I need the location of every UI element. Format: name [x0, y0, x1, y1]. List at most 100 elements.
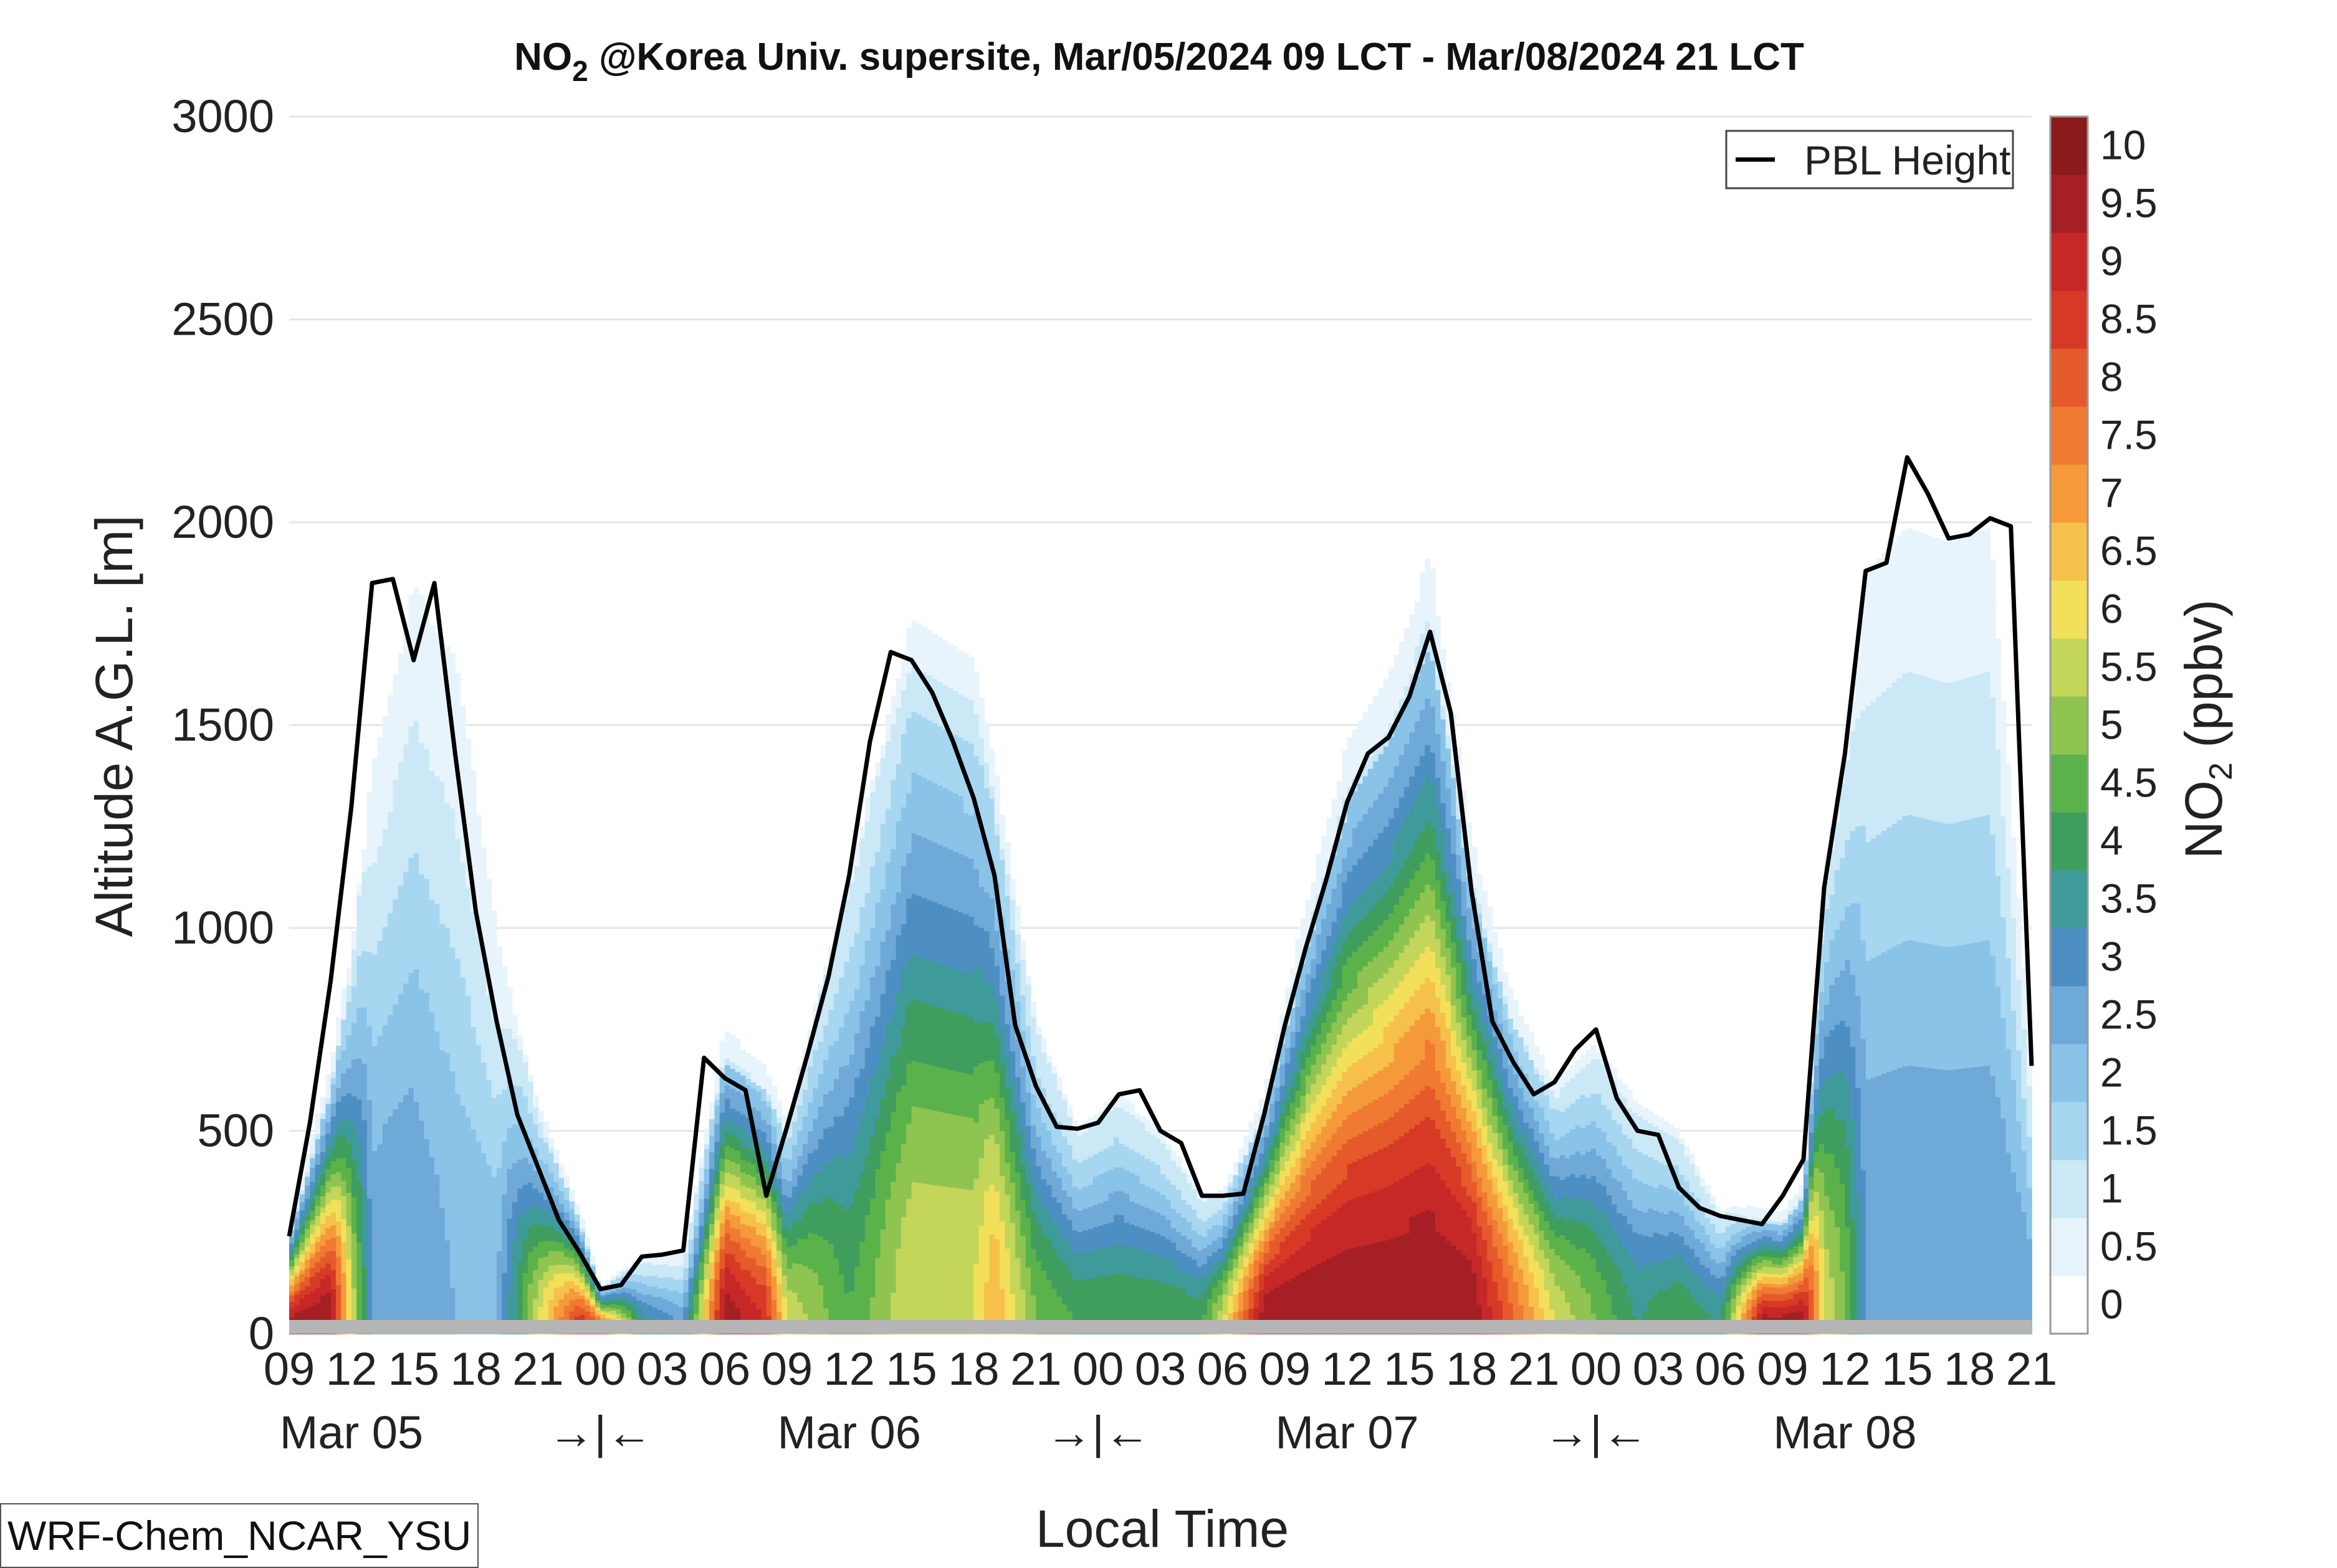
contour-cell — [434, 967, 440, 983]
contour-cell — [398, 669, 404, 685]
contour-cell — [445, 881, 451, 897]
contour-cell — [881, 1111, 886, 1125]
contour-cell — [419, 874, 424, 891]
contour-cell — [481, 1006, 487, 1018]
contour-cell — [704, 1218, 710, 1224]
contour-cell — [896, 978, 902, 993]
contour-cell — [476, 1032, 482, 1045]
contour-cell — [798, 1213, 803, 1220]
contour-cell — [331, 1283, 337, 1289]
contour-cell — [725, 1287, 730, 1294]
contour-cell — [502, 1010, 507, 1020]
contour-cell — [917, 971, 922, 987]
contour-cell — [289, 1236, 295, 1240]
contour-cell — [408, 727, 414, 743]
contour-cell — [512, 1210, 518, 1218]
contour-cell — [419, 891, 424, 907]
contour-cell — [543, 1142, 549, 1148]
contour-cell — [813, 1264, 819, 1273]
contour-cell — [497, 1066, 502, 1076]
contour-cell — [865, 857, 871, 869]
contour-cell — [466, 1104, 471, 1118]
contour-cell — [813, 1119, 819, 1127]
contour-cell — [839, 1284, 844, 1295]
contour-cell — [886, 943, 891, 957]
contour-cell — [870, 1260, 876, 1273]
contour-cell — [787, 1181, 793, 1187]
contour-cell — [751, 1202, 757, 1208]
contour-cell — [901, 807, 907, 822]
contour-cell — [492, 1127, 497, 1138]
contour-cell — [543, 1256, 549, 1262]
contour-cell — [881, 1046, 886, 1059]
contour-cell — [767, 1089, 772, 1095]
contour-cell — [393, 1199, 398, 1215]
contour-cell — [481, 1232, 487, 1244]
contour-cell — [466, 941, 471, 955]
contour-cell — [730, 1254, 735, 1261]
contour-cell — [854, 1066, 860, 1078]
contour-cell — [730, 1042, 735, 1049]
contour-cell — [419, 1088, 424, 1104]
contour-cell — [310, 1225, 315, 1230]
contour-cell — [865, 1000, 871, 1012]
contour-cell — [383, 884, 388, 899]
contour-cell — [424, 879, 429, 896]
contour-cell — [782, 1275, 788, 1281]
contour-cell — [828, 1027, 834, 1036]
contour-cell — [772, 1190, 777, 1196]
contour-cell — [331, 1167, 337, 1174]
contour-cell — [315, 1283, 321, 1288]
contour-cell — [502, 967, 507, 976]
contour-cell — [424, 1187, 429, 1204]
contour-cell — [528, 1302, 533, 1309]
contour-cell — [881, 915, 886, 929]
contour-cell — [439, 1049, 445, 1066]
contour-cell — [808, 1066, 813, 1073]
contour-cell — [854, 1256, 860, 1268]
contour-cell — [289, 1282, 295, 1286]
contour-cell — [523, 1076, 528, 1083]
contour-cell — [548, 1265, 554, 1271]
contour-cell — [408, 611, 414, 628]
contour-cell — [320, 1174, 326, 1180]
contour-cell — [351, 949, 357, 959]
contour-cell — [398, 854, 404, 871]
contour-cell — [865, 940, 871, 953]
contour-cell — [553, 1255, 559, 1260]
contour-cell — [325, 1251, 331, 1258]
contour-cell — [580, 1314, 585, 1318]
contour-cell — [492, 1177, 497, 1187]
contour-cell — [429, 1092, 435, 1109]
contour-cell — [341, 1065, 346, 1073]
contour-cell — [372, 758, 378, 772]
contour-cell — [735, 1209, 741, 1216]
contour-cell — [575, 1221, 580, 1225]
contour-cell — [891, 807, 896, 821]
contour-cell — [466, 1036, 471, 1050]
contour-cell — [331, 1295, 337, 1302]
contour-cell — [300, 1218, 305, 1222]
contour-cell — [834, 1230, 839, 1240]
chart-title: NO2 @Korea Univ. supersite, Mar/05/2024 … — [514, 36, 1804, 87]
contour-cell — [564, 1183, 570, 1188]
contour-cell — [839, 1205, 844, 1216]
contour-cell — [419, 924, 424, 940]
contour-cell — [906, 748, 912, 763]
contour-cell — [450, 993, 456, 1010]
contour-cell — [455, 883, 461, 899]
contour-cell — [798, 1226, 803, 1233]
contour-cell — [533, 1217, 538, 1223]
contour-cell — [922, 973, 927, 988]
contour-cell — [331, 1052, 337, 1059]
contour-cell — [881, 1242, 886, 1256]
contour-cell — [331, 1289, 337, 1296]
contour-cell — [289, 1288, 295, 1292]
contour-cell — [383, 716, 388, 730]
contour-cell — [569, 1311, 575, 1316]
contour-cell — [823, 1094, 829, 1103]
contour-cell — [419, 792, 424, 809]
contour-cell — [714, 1298, 720, 1304]
contour-cell — [714, 1135, 720, 1142]
contour-cell — [761, 1303, 767, 1310]
